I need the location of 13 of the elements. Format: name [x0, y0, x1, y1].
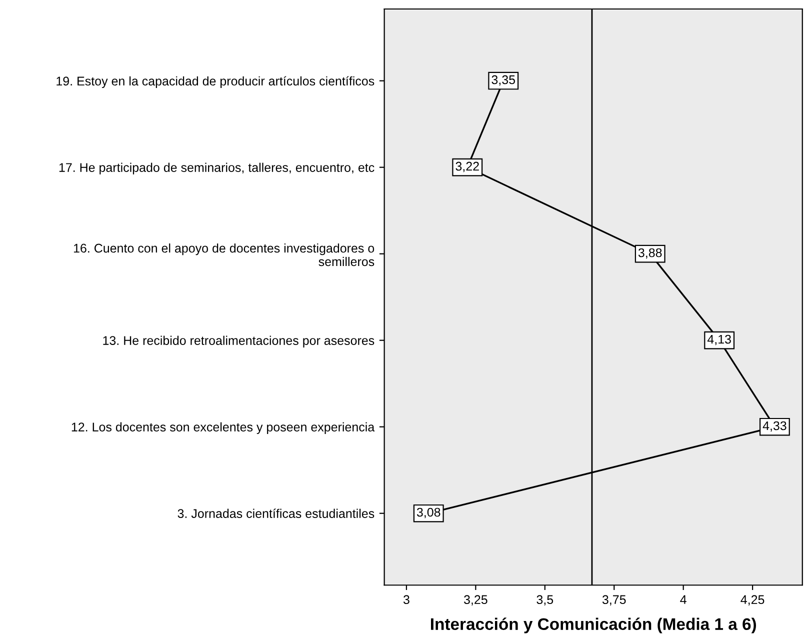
y-tick-label: 17. He participado de seminarios, talleres, encuentro, etc: [59, 162, 374, 174]
x-tick-label: 4,25: [740, 595, 764, 606]
x-tick-label: 3: [403, 595, 410, 604]
y-tick-label: 13. He recibido retroalimentaciones por asesores: [103, 336, 374, 348]
y-tick-label: 16. Cuento con el apoyo de docentes investigadores o semilleros: [74, 243, 374, 266]
y-tick-label: 19. Estoy en la capacidad de producir artículos científicos: [56, 76, 374, 88]
x-axis-title: Interacción y Comunicación (Media 1 a 6): [431, 618, 756, 634]
x-tick-label: 3,75: [602, 595, 626, 606]
y-tick-label: 3. Jornadas científicas estudiantiles: [178, 508, 374, 518]
x-tick-label: 3,5: [536, 595, 554, 606]
x-tick-label: 4: [680, 595, 686, 604]
y-tick-label: 12. Los docentes son excelentes y poseen experiencia: [72, 422, 375, 434]
x-tick-label: 3,25: [464, 595, 488, 606]
